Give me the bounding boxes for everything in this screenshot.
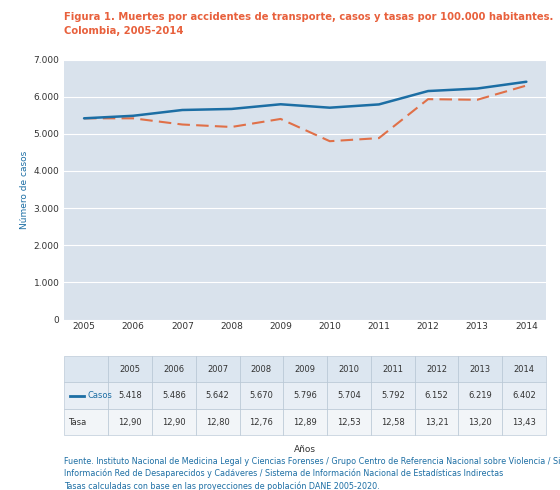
Bar: [152, 383, 196, 409]
Text: 2014: 2014: [514, 365, 535, 374]
Text: 5.704: 5.704: [337, 391, 361, 400]
Text: 2007: 2007: [207, 365, 228, 374]
Bar: [502, 356, 546, 383]
Text: 12,80: 12,80: [206, 417, 230, 427]
Bar: [327, 409, 371, 436]
Text: 2013: 2013: [470, 365, 491, 374]
Text: 5.670: 5.670: [250, 391, 273, 400]
Bar: [414, 383, 459, 409]
Text: 12,89: 12,89: [293, 417, 317, 427]
Text: 6.152: 6.152: [424, 391, 449, 400]
Bar: [283, 409, 327, 436]
Bar: [64, 356, 108, 383]
Text: 2010: 2010: [338, 365, 360, 374]
Text: 2008: 2008: [251, 365, 272, 374]
Bar: [283, 383, 327, 409]
Text: Tasas calculadas con base en las proyecciones de población DANE 2005-2020.: Tasas calculadas con base en las proyecc…: [64, 482, 380, 490]
Text: 5.642: 5.642: [206, 391, 230, 400]
Text: 2011: 2011: [382, 365, 403, 374]
Bar: [327, 356, 371, 383]
Text: 2012: 2012: [426, 365, 447, 374]
Text: 12,90: 12,90: [118, 417, 142, 427]
Bar: [414, 409, 459, 436]
Bar: [371, 409, 414, 436]
Bar: [371, 356, 414, 383]
Bar: [196, 409, 240, 436]
Bar: [459, 356, 502, 383]
Text: 13,21: 13,21: [424, 417, 449, 427]
Bar: [502, 409, 546, 436]
Text: 6.402: 6.402: [512, 391, 536, 400]
Text: Figura 1. Muertes por accidentes de transporte, casos y tasas por 100.000 habita: Figura 1. Muertes por accidentes de tran…: [64, 12, 554, 36]
Bar: [240, 356, 283, 383]
Bar: [108, 383, 152, 409]
Text: 5.796: 5.796: [293, 391, 317, 400]
Text: 13,43: 13,43: [512, 417, 536, 427]
Text: 2005: 2005: [120, 365, 141, 374]
Bar: [152, 356, 196, 383]
Text: Fuente. Instituto Nacional de Medicina Legal y Ciencias Forenses / Grupo Centro : Fuente. Instituto Nacional de Medicina L…: [64, 457, 560, 478]
Text: Casos: Casos: [87, 391, 112, 400]
Bar: [459, 409, 502, 436]
Text: Tasa: Tasa: [68, 417, 86, 427]
Text: 12,76: 12,76: [250, 417, 273, 427]
Text: 12,90: 12,90: [162, 417, 186, 427]
Bar: [502, 383, 546, 409]
Text: 6.219: 6.219: [469, 391, 492, 400]
Bar: [64, 409, 108, 436]
Bar: [108, 356, 152, 383]
Text: 5.486: 5.486: [162, 391, 186, 400]
Y-axis label: Número de casos: Número de casos: [21, 150, 30, 229]
Bar: [196, 356, 240, 383]
Bar: [108, 409, 152, 436]
Text: 13,20: 13,20: [469, 417, 492, 427]
Bar: [196, 383, 240, 409]
Bar: [240, 409, 283, 436]
Text: 5.792: 5.792: [381, 391, 405, 400]
Bar: [152, 409, 196, 436]
Text: Años: Años: [294, 445, 316, 454]
Text: 5.418: 5.418: [118, 391, 142, 400]
Bar: [64, 383, 108, 409]
Bar: [283, 356, 327, 383]
Bar: [371, 383, 414, 409]
Bar: [240, 383, 283, 409]
Bar: [414, 356, 459, 383]
Bar: [327, 383, 371, 409]
Text: 12,58: 12,58: [381, 417, 405, 427]
Text: 2006: 2006: [164, 365, 184, 374]
Bar: [459, 383, 502, 409]
Text: 2009: 2009: [295, 365, 316, 374]
Text: 12,53: 12,53: [337, 417, 361, 427]
